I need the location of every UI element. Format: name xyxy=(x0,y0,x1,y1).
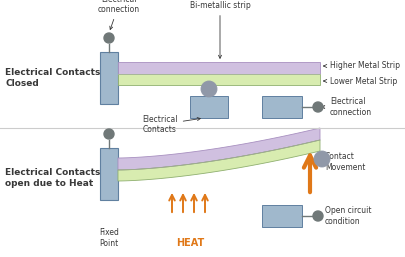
FancyBboxPatch shape xyxy=(100,148,118,200)
Text: Higher Metal Strip: Higher Metal Strip xyxy=(324,61,400,70)
Text: Electrical
Contacts: Electrical Contacts xyxy=(142,115,200,134)
Text: Fixed
Point: Fixed Point xyxy=(99,228,119,248)
FancyBboxPatch shape xyxy=(262,96,302,118)
Circle shape xyxy=(314,151,330,167)
Text: HEAT: HEAT xyxy=(176,238,204,248)
Text: Contact
Movement: Contact Movement xyxy=(325,152,365,172)
Polygon shape xyxy=(118,140,320,181)
Polygon shape xyxy=(118,128,320,170)
Circle shape xyxy=(313,102,323,112)
Polygon shape xyxy=(118,74,320,85)
Circle shape xyxy=(104,129,114,139)
Circle shape xyxy=(201,81,217,97)
Circle shape xyxy=(313,211,323,221)
FancyBboxPatch shape xyxy=(190,96,228,118)
Text: Lower Metal Strip: Lower Metal Strip xyxy=(324,77,397,86)
Polygon shape xyxy=(118,62,320,74)
FancyBboxPatch shape xyxy=(262,205,302,227)
Text: Electrical
connection: Electrical connection xyxy=(322,97,372,117)
Text: Open circuit
condition: Open circuit condition xyxy=(325,206,371,226)
Text: Electrical Contacts
Closed: Electrical Contacts Closed xyxy=(5,68,100,88)
Text: Bi-metallic strip: Bi-metallic strip xyxy=(190,1,250,58)
Circle shape xyxy=(104,33,114,43)
FancyBboxPatch shape xyxy=(100,52,118,104)
Text: Electrical Contacts
open due to Heat: Electrical Contacts open due to Heat xyxy=(5,168,100,188)
Text: Electrical
connection: Electrical connection xyxy=(98,0,140,30)
